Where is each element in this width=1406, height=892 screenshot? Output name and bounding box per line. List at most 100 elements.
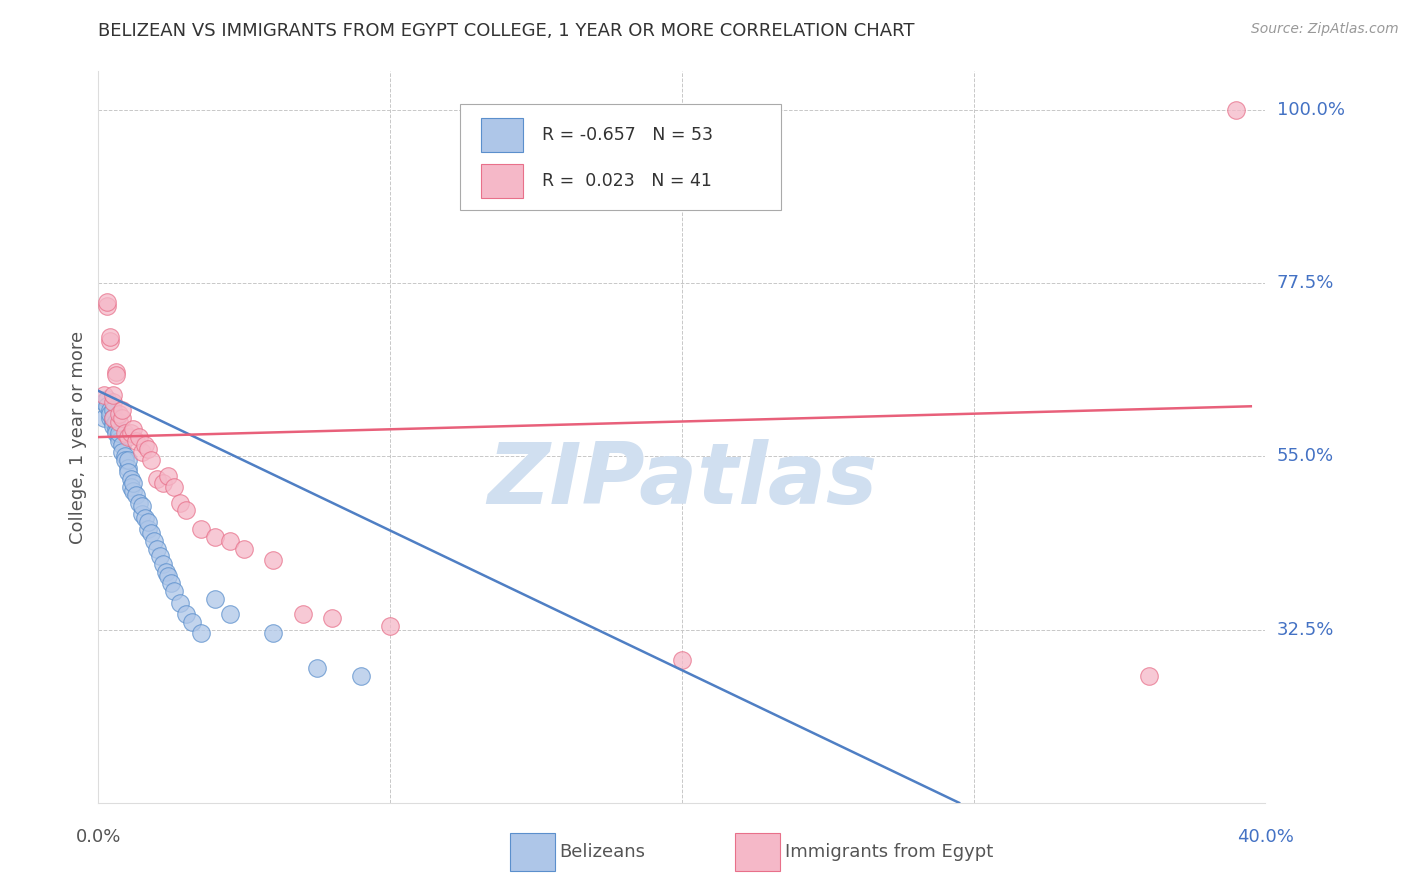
Point bbox=[96, 399, 118, 413]
Point bbox=[120, 426, 142, 441]
Point bbox=[174, 607, 197, 622]
Point bbox=[108, 426, 131, 441]
Point bbox=[108, 430, 131, 444]
Point bbox=[157, 468, 180, 483]
Point bbox=[262, 553, 284, 567]
Point bbox=[142, 534, 165, 549]
Point bbox=[98, 330, 121, 344]
Point bbox=[96, 392, 118, 406]
Point bbox=[117, 465, 139, 479]
Point bbox=[218, 607, 240, 622]
Point bbox=[96, 295, 118, 310]
Point bbox=[134, 511, 156, 525]
Point bbox=[114, 426, 136, 441]
Point bbox=[163, 584, 186, 599]
Point bbox=[98, 334, 121, 348]
Point bbox=[218, 534, 240, 549]
Point bbox=[174, 503, 197, 517]
Point bbox=[93, 410, 115, 425]
Point bbox=[131, 445, 153, 459]
Point bbox=[104, 368, 127, 383]
FancyBboxPatch shape bbox=[460, 104, 782, 211]
Point bbox=[146, 472, 169, 486]
Point bbox=[262, 626, 284, 640]
Text: 77.5%: 77.5% bbox=[1277, 274, 1334, 292]
Point bbox=[233, 541, 256, 556]
Point bbox=[155, 565, 177, 579]
Point bbox=[128, 495, 150, 509]
Text: 32.5%: 32.5% bbox=[1277, 621, 1334, 639]
Point bbox=[157, 568, 180, 582]
Text: Source: ZipAtlas.com: Source: ZipAtlas.com bbox=[1251, 22, 1399, 37]
Point bbox=[108, 415, 131, 429]
Point bbox=[169, 596, 191, 610]
Point bbox=[104, 415, 127, 429]
Point bbox=[122, 422, 145, 436]
Text: ZIPatlas: ZIPatlas bbox=[486, 440, 877, 523]
Text: 40.0%: 40.0% bbox=[1237, 828, 1294, 846]
Text: 55.0%: 55.0% bbox=[1277, 447, 1334, 466]
Point bbox=[101, 395, 124, 409]
Point bbox=[152, 476, 174, 491]
Point bbox=[93, 388, 115, 402]
Text: BELIZEAN VS IMMIGRANTS FROM EGYPT COLLEGE, 1 YEAR OR MORE CORRELATION CHART: BELIZEAN VS IMMIGRANTS FROM EGYPT COLLEG… bbox=[98, 22, 915, 40]
Point bbox=[204, 591, 226, 606]
Point bbox=[117, 453, 139, 467]
FancyBboxPatch shape bbox=[481, 118, 523, 152]
Point bbox=[111, 410, 134, 425]
Point bbox=[98, 407, 121, 421]
Point bbox=[104, 365, 127, 379]
Point bbox=[117, 430, 139, 444]
Point bbox=[111, 403, 134, 417]
Point bbox=[378, 618, 402, 632]
Point bbox=[152, 557, 174, 571]
Text: R = -0.657   N = 53: R = -0.657 N = 53 bbox=[541, 126, 713, 144]
Point bbox=[350, 669, 373, 683]
Point bbox=[204, 530, 226, 544]
Point bbox=[169, 495, 191, 509]
Point bbox=[321, 611, 343, 625]
Point bbox=[122, 483, 145, 498]
Y-axis label: College, 1 year or more: College, 1 year or more bbox=[69, 331, 87, 543]
Point bbox=[1137, 669, 1160, 683]
Point bbox=[307, 661, 329, 675]
Point bbox=[120, 472, 142, 486]
Point bbox=[108, 407, 131, 421]
Text: Belizeans: Belizeans bbox=[560, 843, 645, 861]
Point bbox=[101, 403, 124, 417]
Point bbox=[291, 607, 314, 622]
Point bbox=[98, 410, 121, 425]
Point bbox=[125, 434, 148, 448]
Point bbox=[149, 549, 172, 564]
Point bbox=[120, 480, 142, 494]
Text: 0.0%: 0.0% bbox=[76, 828, 121, 846]
Point bbox=[160, 576, 183, 591]
Point bbox=[131, 507, 153, 521]
Point bbox=[108, 434, 131, 448]
Point bbox=[114, 450, 136, 464]
Point bbox=[98, 403, 121, 417]
Point bbox=[180, 615, 202, 629]
Point bbox=[104, 422, 127, 436]
Point bbox=[190, 626, 212, 640]
Point bbox=[134, 438, 156, 452]
Point bbox=[101, 410, 124, 425]
Point bbox=[101, 415, 124, 429]
Point bbox=[122, 476, 145, 491]
Point bbox=[128, 430, 150, 444]
Point bbox=[101, 418, 124, 433]
Text: 100.0%: 100.0% bbox=[1277, 101, 1344, 119]
FancyBboxPatch shape bbox=[481, 164, 523, 198]
Point bbox=[136, 523, 159, 537]
Text: R =  0.023   N = 41: R = 0.023 N = 41 bbox=[541, 172, 711, 190]
Point bbox=[117, 461, 139, 475]
Point bbox=[1225, 103, 1247, 117]
Point bbox=[104, 426, 127, 441]
Point bbox=[163, 480, 186, 494]
Point bbox=[93, 395, 115, 409]
Point bbox=[671, 653, 693, 667]
Point bbox=[96, 299, 118, 313]
Point bbox=[190, 523, 212, 537]
Point bbox=[139, 526, 162, 541]
Point bbox=[146, 541, 169, 556]
